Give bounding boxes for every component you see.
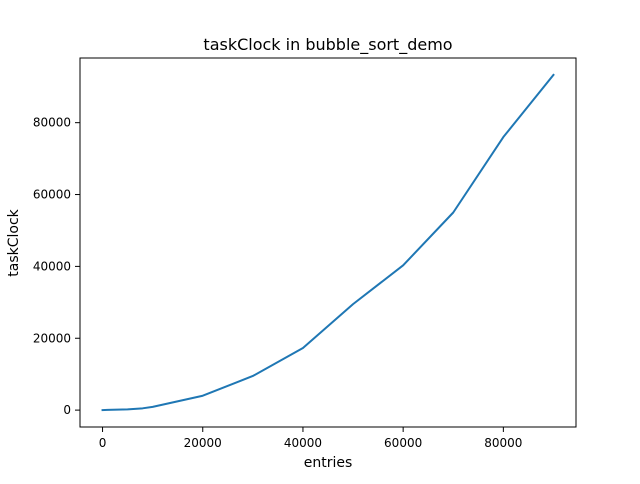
chart-title: taskClock in bubble_sort_demo (203, 35, 452, 55)
x-tick-label: 80000 (484, 436, 522, 450)
x-axis-label: entries (304, 455, 353, 471)
x-tick-label: 40000 (284, 436, 322, 450)
series-line (101, 73, 555, 412)
y-axis-label: taskClock (6, 208, 22, 276)
plot-area-frame (79, 57, 577, 428)
y-tick-label: 60000 (33, 188, 71, 202)
y-tick-label: 0 (63, 403, 71, 417)
y-tick-label: 80000 (33, 116, 71, 130)
x-tick-label: 60000 (384, 436, 422, 450)
y-axis-ticks: 0 20000 40000 60000 80000 (33, 116, 80, 417)
x-axis-ticks: 0 20000 40000 60000 80000 (99, 427, 522, 450)
x-tick-label: 0 (99, 436, 107, 450)
y-tick-label: 40000 (33, 259, 71, 273)
x-tick-label: 20000 (184, 436, 222, 450)
y-tick-label: 20000 (33, 331, 71, 345)
